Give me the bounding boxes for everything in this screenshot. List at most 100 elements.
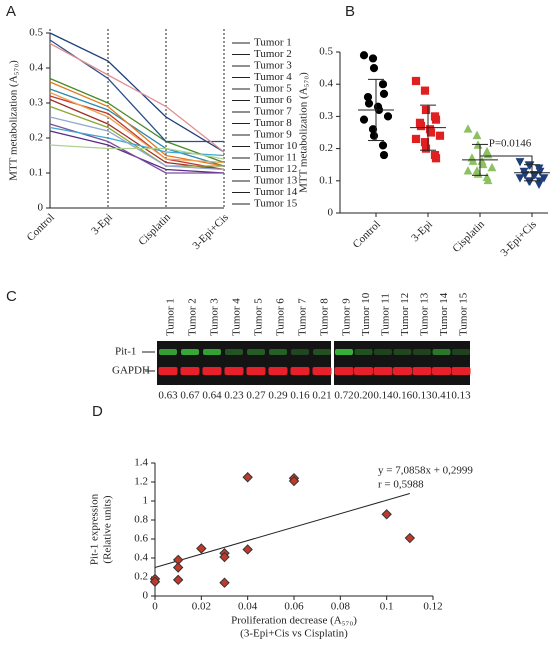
point [369, 64, 379, 73]
point [463, 124, 473, 133]
y-tick-label: 0.6 [134, 533, 148, 545]
point [242, 472, 253, 483]
panel-label: A [6, 3, 16, 20]
point [381, 509, 392, 520]
point [364, 99, 374, 108]
point [483, 175, 493, 185]
y-tick-label: 0.4 [319, 78, 333, 90]
legend-label: Tumor 6 [254, 94, 292, 106]
point [149, 576, 161, 587]
ratio-label: 0.63 [158, 390, 178, 402]
y-axis-label: (Relative units) [102, 495, 114, 563]
lane-label: Tumor 6 [275, 298, 287, 336]
x-tick-label: Control [351, 218, 383, 250]
panel-label: B [345, 3, 355, 20]
legend-label: Tumor 11 [254, 152, 297, 164]
pit1-band [335, 349, 353, 355]
point [421, 144, 431, 153]
lane-label: Tumor 13 [419, 292, 431, 336]
x-tick-label: Cisplatin [450, 218, 487, 255]
point [379, 150, 389, 160]
point [288, 475, 300, 487]
point [359, 51, 369, 60]
gapdh-band [393, 367, 412, 375]
point [172, 574, 184, 586]
gapdh-band [451, 367, 471, 375]
ratio-label: 0.14 [373, 390, 393, 402]
row-label: Pit-1 [115, 346, 136, 358]
point [431, 154, 441, 163]
pit1-band [247, 349, 265, 355]
y-tick-label: 1.4 [134, 457, 148, 469]
y-tick-label: 0.8 [134, 514, 148, 526]
pit1-band [203, 349, 221, 355]
series-line [49, 105, 224, 167]
legend-label: Tumor 4 [254, 71, 292, 83]
lane-label: Tumor 10 [360, 292, 372, 336]
pit1-band [393, 349, 412, 355]
x-tick-label: 0.12 [423, 601, 442, 613]
pit1-band [225, 349, 243, 355]
series-line [49, 88, 225, 167]
ratio-label: 0.16 [290, 390, 310, 402]
x-tick-label: 0.08 [331, 601, 351, 613]
ratio-label: 0.27 [246, 390, 266, 402]
gapdh-band [158, 367, 178, 375]
blot-background [334, 341, 470, 385]
y-tick-label: 0.5 [319, 46, 333, 58]
x-tick-label: 0.06 [284, 601, 304, 613]
point [219, 577, 230, 588]
significance-label: P=0.0146 [489, 138, 532, 150]
x-tick-label: Cisplatin [136, 211, 173, 248]
x-axis-label: Proliferation decrease (A₅₇₀) [231, 615, 357, 627]
point [515, 174, 525, 183]
lane-label: Tumor 7 [297, 298, 309, 336]
x-tick-label: 3-Epi [409, 218, 435, 244]
series-line [49, 32, 225, 153]
y-tick-label: 0.2 [319, 142, 333, 154]
legend-label: Tumor 14 [254, 186, 298, 198]
y-tick-label: 0.1 [29, 167, 43, 179]
pit1-band [413, 349, 431, 355]
point [404, 532, 416, 544]
y-axis-label: Pit-1 expression [89, 493, 101, 565]
gapdh-band [354, 367, 373, 375]
y-tick-label: 1.2 [134, 476, 148, 488]
pit1-band [354, 349, 373, 355]
x-tick-label: 0.02 [192, 601, 211, 613]
y-tick-label: 1 [143, 495, 149, 507]
legend-label: Tumor 15 [254, 198, 298, 210]
lane-label: Tumor 11 [380, 293, 392, 336]
ratio-label: 0.29 [268, 390, 288, 402]
lane-label: Tumor 15 [458, 292, 470, 336]
point [411, 76, 421, 86]
point [472, 130, 482, 140]
ratio-label: 0.23 [224, 390, 244, 402]
pit1-band [291, 349, 309, 355]
point [368, 54, 378, 63]
point [378, 80, 388, 89]
series-line [49, 91, 225, 164]
point [219, 551, 230, 563]
point [535, 177, 545, 186]
legend-label: Tumor 3 [254, 60, 292, 72]
y-tick-label: 0 [143, 590, 149, 602]
legend-label: Tumor 9 [254, 129, 292, 141]
point [421, 105, 431, 115]
lane-label: Tumor 9 [341, 298, 353, 336]
y-tick-label: 0.3 [29, 97, 43, 109]
point [478, 159, 488, 169]
gapdh-band [180, 367, 200, 375]
lane-label: Tumor 5 [253, 298, 265, 336]
ratio-label: 0.21 [312, 390, 331, 402]
x-tick-label: 0 [152, 601, 158, 613]
trendline [154, 492, 410, 568]
significance-bracket [479, 155, 533, 172]
ratio-label: 0.13 [412, 390, 432, 402]
y-tick-label: 0 [328, 207, 334, 219]
ratio-label: 0.20 [354, 390, 374, 402]
gapdh-band [268, 367, 288, 375]
y-tick-label: 0.2 [29, 132, 43, 144]
panel-label: C [6, 288, 17, 305]
point [411, 134, 421, 144]
